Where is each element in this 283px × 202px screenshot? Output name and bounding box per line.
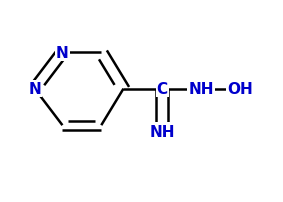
Text: NH: NH	[188, 82, 214, 97]
Text: C: C	[157, 82, 168, 97]
Text: N: N	[28, 82, 41, 97]
Text: OH: OH	[227, 82, 253, 97]
Text: N: N	[56, 45, 69, 60]
Text: NH: NH	[149, 124, 175, 139]
